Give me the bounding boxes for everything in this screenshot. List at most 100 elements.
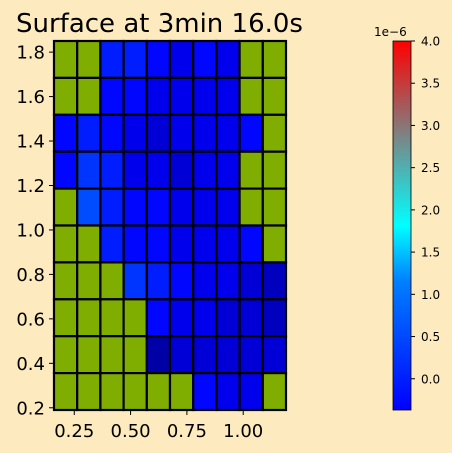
y-tick-label: 1.0: [16, 220, 45, 241]
x-tick-label: 0.25: [54, 421, 94, 442]
heatmap-cell: [122, 224, 148, 264]
colorbar-tick-label: 4.0: [421, 35, 440, 49]
heatmap-cell: [122, 76, 148, 116]
heatmap-cell: [145, 113, 172, 153]
heatmap-cell: [238, 224, 264, 264]
heatmap-cell: [52, 224, 79, 264]
chart-title: Surface at 3min 16.0s: [16, 9, 303, 39]
heatmap-cell: [122, 335, 148, 375]
heatmap-cell: [192, 113, 218, 153]
x-axis: 0.25 0.50 0.75 1.00: [54, 410, 263, 442]
y-tick-label: 1.8: [16, 43, 45, 64]
heatmap-cell: [76, 150, 102, 190]
colorbar-ticks: 0.0 0.5 1.0 1.5 2.0 2.5 3.0 3.5 4.0: [411, 35, 440, 386]
heatmap-cell: [122, 39, 148, 80]
heatmap-cell: [215, 39, 241, 80]
heatmap-cell: [168, 298, 195, 338]
heatmap-cell: [261, 113, 288, 153]
heatmap-cell: [122, 372, 148, 412]
heatmap-cell: [122, 187, 148, 227]
heatmap-cell: [145, 224, 172, 264]
heatmap-cell: [168, 187, 195, 227]
colorbar-tick-label: 2.0: [421, 203, 440, 217]
heatmap-cell: [52, 298, 79, 338]
heatmap-cell: [261, 298, 288, 338]
heatmap-cell: [76, 261, 102, 301]
heatmap-cell: [192, 298, 218, 338]
heatmap-cell: [215, 372, 241, 412]
heatmap-cell: [238, 76, 264, 116]
heatmap-cell: [261, 335, 288, 375]
heatmap-cell: [99, 76, 125, 116]
x-tick-label: 0.75: [167, 421, 207, 442]
heatmap-cell: [145, 261, 172, 301]
y-tick-label: 0.6: [16, 309, 45, 330]
heatmap-cell: [238, 372, 264, 412]
heatmap-cell: [52, 76, 79, 116]
y-axis: 0.2 0.4 0.6 0.8 1.0 1.2 1.4 1.6 1.8: [16, 43, 54, 419]
heatmap-cell: [99, 335, 125, 375]
heatmap-cell: [99, 298, 125, 338]
heatmap-cell: [192, 150, 218, 190]
heatmap-cell: [122, 150, 148, 190]
colorbar-tick-label: 2.5: [421, 161, 440, 175]
heatmap-cell: [76, 335, 102, 375]
heatmap-cells: [52, 39, 288, 412]
heatmap-cell: [52, 372, 79, 412]
heatmap-cell: [192, 224, 218, 264]
heatmap-cell: [192, 39, 218, 80]
heatmap-cell: [238, 335, 264, 375]
heatmap-cell: [76, 298, 102, 338]
heatmap-cell: [52, 113, 79, 153]
heatmap-cell: [145, 76, 172, 116]
y-tick-label: 0.8: [16, 265, 45, 286]
heatmap-cell: [52, 187, 79, 227]
heatmap-cell: [215, 224, 241, 264]
heatmap-cell: [168, 39, 195, 80]
heatmap-cell: [122, 261, 148, 301]
heatmap-cell: [215, 76, 241, 116]
colorbar-gradient: [392, 40, 412, 411]
heatmap-cell: [122, 298, 148, 338]
heatmap-cell: [215, 187, 241, 227]
y-tick-label: 1.2: [16, 176, 45, 197]
heatmap-cell: [261, 224, 288, 264]
heatmap-cell: [261, 372, 288, 412]
heatmap-cell: [215, 335, 241, 375]
heatmap-cell: [261, 76, 288, 116]
y-tick-label: 1.6: [16, 87, 45, 108]
heatmap-cell: [76, 76, 102, 116]
heatmap-cell: [52, 261, 79, 301]
y-tick-label: 1.4: [16, 132, 45, 153]
heatmap-cell: [238, 150, 264, 190]
heatmap-cell: [168, 261, 195, 301]
heatmap-cell: [52, 150, 79, 190]
heatmap-cell: [168, 335, 195, 375]
heatmap-cell: [215, 261, 241, 301]
heatmap-cell: [168, 113, 195, 153]
y-tick-label: 0.2: [16, 398, 45, 419]
x-tick-label: 0.50: [111, 421, 151, 442]
colorbar-tick-label: 3.5: [421, 77, 440, 91]
heatmap-cell: [122, 113, 148, 153]
heatmap-cell: [215, 150, 241, 190]
colorbar-tick-label: 0.0: [421, 372, 440, 386]
heatmap-cell: [99, 372, 125, 412]
heatmap-cell: [52, 39, 79, 80]
colorbar-tick-label: 1.5: [421, 246, 440, 260]
heatmap-cell: [238, 187, 264, 227]
heatmap-cell: [99, 150, 125, 190]
heatmap-cell: [261, 150, 288, 190]
heatmap-cell: [145, 39, 172, 80]
heatmap-cell: [192, 187, 218, 227]
heatmap-cell: [168, 150, 195, 190]
heatmap-cell: [168, 76, 195, 116]
heatmap-cell: [238, 261, 264, 301]
heatmap-cell: [215, 298, 241, 338]
heatmap-cell: [238, 298, 264, 338]
colorbar: 1e−6 0.0 0.5 1.0 1.5 2.0 2.5 3.0 3.5 4.0: [374, 25, 440, 411]
heatmap-cell: [168, 372, 195, 412]
heatmap-cell: [192, 372, 218, 412]
